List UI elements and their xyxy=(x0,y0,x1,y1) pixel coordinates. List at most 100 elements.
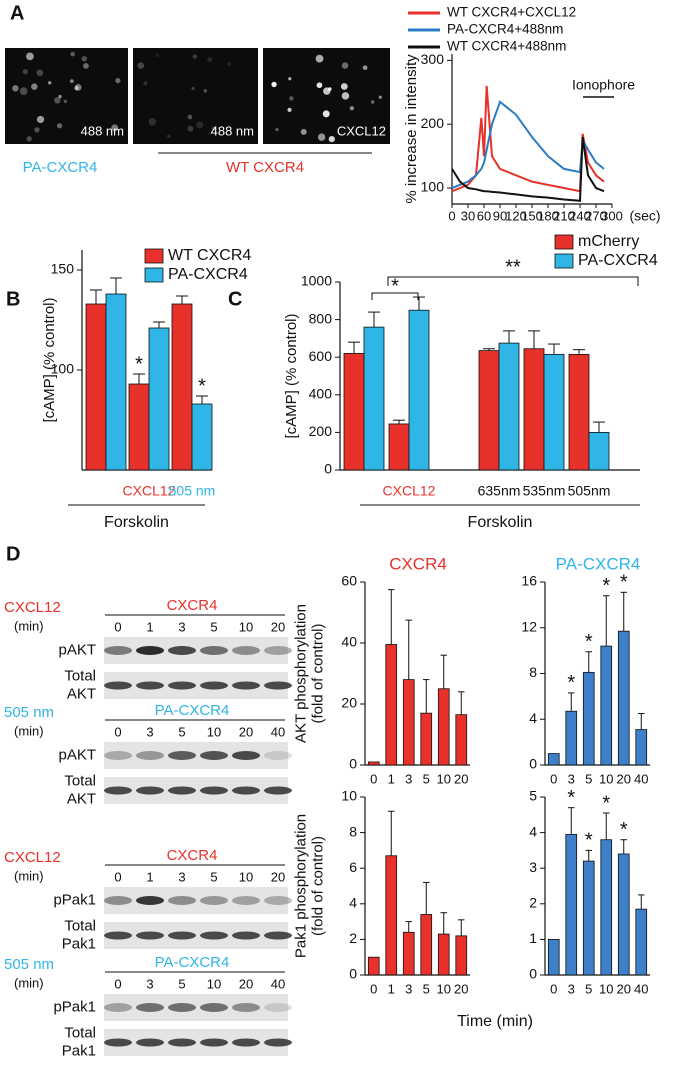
y-tick-label: 150 xyxy=(51,261,75,277)
y-tick-label: 0 xyxy=(349,756,357,772)
x-tick-label: 40 xyxy=(634,981,648,996)
legend-label: WT CXCR4 xyxy=(168,247,251,264)
band xyxy=(264,896,292,905)
bar xyxy=(543,353,565,471)
row-label: AKT xyxy=(67,685,96,702)
group-label: PA-CXCR4 xyxy=(23,159,98,176)
band xyxy=(104,1038,132,1047)
x-tick-label: CXCL12 xyxy=(383,483,436,499)
lane-label: 5 xyxy=(210,619,217,634)
band xyxy=(104,786,132,795)
lane-label: 5 xyxy=(178,976,185,991)
significance: * xyxy=(620,819,628,841)
significance: * xyxy=(567,787,575,809)
band xyxy=(104,1003,132,1012)
unit: (min) xyxy=(14,868,44,883)
band xyxy=(264,1003,292,1012)
legend-label: PA-CXCR4 xyxy=(578,252,658,269)
micrograph xyxy=(5,48,128,144)
band xyxy=(168,751,196,760)
bar xyxy=(455,714,468,766)
x-tick-label: 0 xyxy=(448,208,455,223)
row-label: Total xyxy=(64,1024,96,1041)
x-tick-label: 30 xyxy=(461,208,475,223)
cell xyxy=(19,87,28,95)
group-label: Forskolin xyxy=(104,514,169,531)
y-tick-label: 400 xyxy=(309,386,333,402)
lane-label: 20 xyxy=(239,724,253,739)
x-tick-label: 210 xyxy=(553,208,575,223)
bar xyxy=(582,671,595,766)
x-tick-label: 240 xyxy=(569,208,591,223)
y-tick-label: 16 xyxy=(521,573,537,589)
x-tick-label: 270 xyxy=(585,208,607,223)
cell xyxy=(69,79,74,83)
image-label: CXCL12 xyxy=(337,123,386,138)
x-tick-label: 635nm xyxy=(478,483,521,499)
treatment: 505 nm xyxy=(4,704,54,721)
row-label: Total xyxy=(64,667,96,684)
x-axis-label: Time (min) xyxy=(457,1013,533,1030)
y-tick-label: 800 xyxy=(309,310,333,326)
unit: (min) xyxy=(14,618,44,633)
y-tick-label: 2 xyxy=(529,895,537,911)
bar xyxy=(402,679,415,766)
lane-label: 10 xyxy=(239,869,253,884)
cell xyxy=(54,97,61,104)
cell xyxy=(211,126,217,131)
cell xyxy=(207,57,213,63)
x-tick-label: 505nm xyxy=(568,483,611,499)
lane-label: 10 xyxy=(207,976,221,991)
image-label: 488 nm xyxy=(81,123,124,138)
cell xyxy=(370,100,375,104)
band xyxy=(168,1003,196,1012)
band xyxy=(232,1038,260,1047)
y-tick-label: 0 xyxy=(324,461,332,477)
panel-label: D xyxy=(6,543,20,565)
chart-title: PA-CXCR4 xyxy=(556,554,641,573)
cell xyxy=(36,115,45,124)
cell xyxy=(12,85,19,92)
annotation: Ionophore xyxy=(572,77,635,93)
significance: * xyxy=(198,375,206,397)
y-axis-label: (fold of control) xyxy=(309,623,326,723)
band xyxy=(168,896,196,905)
y-axis-label: [cAMP] (% control) xyxy=(283,313,300,438)
band xyxy=(264,1038,292,1047)
legend-label: WT CXCR4+488nm xyxy=(447,39,566,54)
cell xyxy=(323,87,331,95)
lane-label: 3 xyxy=(178,869,185,884)
cell xyxy=(271,81,277,88)
y-tick-label: 4 xyxy=(529,710,537,726)
blot xyxy=(104,887,288,914)
cell xyxy=(48,81,52,85)
image-label: 488 nm xyxy=(211,123,254,138)
bar xyxy=(635,908,648,976)
bar xyxy=(363,326,385,471)
x-tick-label: 0 xyxy=(550,771,557,786)
bar xyxy=(171,303,193,471)
bar xyxy=(635,729,648,766)
bar xyxy=(343,353,365,471)
x-tick-label: 150 xyxy=(521,208,543,223)
x-tick-label: 3 xyxy=(405,981,412,996)
cell xyxy=(287,107,292,112)
legend-swatch xyxy=(144,248,164,264)
x-tick-label: 3 xyxy=(568,981,575,996)
significance: * xyxy=(620,572,628,594)
x-tick-label: 535nm xyxy=(523,483,566,499)
band xyxy=(200,1038,228,1047)
row-label: Total xyxy=(64,772,96,789)
band xyxy=(104,896,132,905)
band xyxy=(200,931,228,940)
cell xyxy=(289,96,294,101)
row-label: pPak1 xyxy=(53,998,96,1015)
bar xyxy=(420,712,433,766)
lane-label: 5 xyxy=(210,869,217,884)
cell xyxy=(340,83,348,90)
cell xyxy=(187,114,193,120)
lane-label: 20 xyxy=(239,976,253,991)
bar xyxy=(420,914,433,976)
cell xyxy=(70,51,75,57)
cell xyxy=(167,134,171,138)
